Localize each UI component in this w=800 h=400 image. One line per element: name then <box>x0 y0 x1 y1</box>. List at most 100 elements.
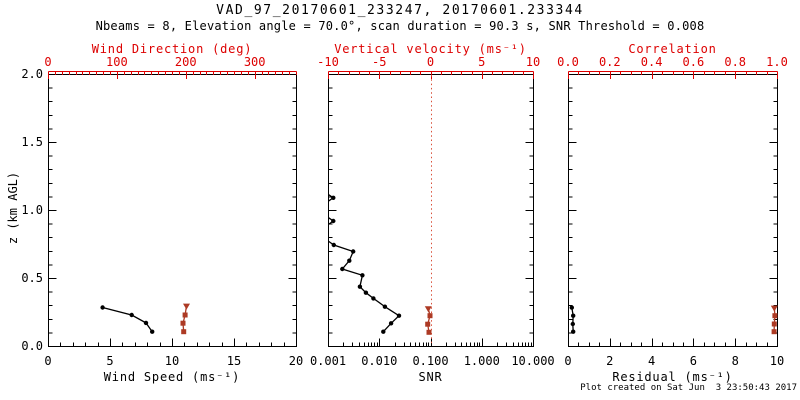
top-axis-tick-labels: 0.0 0.2 0.4 0.6 0.8 1.0 <box>557 55 788 69</box>
top-tick-label: 300 <box>244 55 266 69</box>
wind-speed-profile <box>100 305 155 334</box>
wind-direction-profile-line <box>182 305 188 332</box>
y-axis-ticks <box>48 74 297 347</box>
top-tick-label: 10 <box>526 55 540 69</box>
bottom-tick-label: 10 <box>165 354 179 368</box>
bottom-tick-label: 10 <box>770 354 784 368</box>
data-point-marker <box>360 273 365 278</box>
top-tick-label: 0.0 <box>557 55 579 69</box>
data-point-marker <box>180 320 186 326</box>
data-point-marker <box>181 329 187 335</box>
data-point-marker <box>331 195 336 200</box>
bottom-axis-ticks <box>568 338 778 347</box>
data-point-marker <box>129 312 134 318</box>
correlation-profile-line <box>773 307 776 332</box>
top-tick-label: 5 <box>478 55 485 69</box>
bottom-tick-label: 15 <box>227 354 241 368</box>
top-tick-label: 0.4 <box>641 55 663 69</box>
top-tick-label: -10 <box>317 55 339 69</box>
bottom-tick-label: 0.010 <box>361 354 397 368</box>
wind-direction-profile <box>180 303 190 335</box>
data-point-marker <box>426 329 432 335</box>
top-axis-tick-labels: -10 -5 0 5 10 <box>317 55 540 69</box>
data-point-marker <box>381 329 386 334</box>
data-point-marker <box>143 320 149 326</box>
plot-credit: Plot created on Sat Jun 3 23:50:43 2017 <box>580 383 797 393</box>
plot-subtitle: Nbeams = 8, Elevation angle = 70.0°, sca… <box>95 19 705 33</box>
data-point-marker <box>388 321 394 326</box>
bottom-tick-label: 4 <box>648 354 655 368</box>
top-tick-label: 0.8 <box>724 55 746 69</box>
top-tick-label: 0 <box>44 55 51 69</box>
data-point-marker <box>331 218 336 224</box>
y-tick-label: 1.5 <box>21 135 43 149</box>
residual-panel: 0 2 4 6 8 10 0.0 0.2 0.4 0.6 0.8 1.0 Residual (ms⁻¹)… <box>21 42 788 384</box>
data-point-marker <box>772 313 778 319</box>
data-point-marker <box>770 305 778 312</box>
top-axis-title: Vertical velocity (ms⁻¹) <box>334 42 527 56</box>
data-point-marker <box>351 249 356 254</box>
top-axis-title: Wind Direction (deg) <box>92 42 253 56</box>
bottom-tick-label: 10.000 <box>511 354 554 368</box>
data-point-marker <box>347 258 352 263</box>
y-tick-label: 2.0 <box>21 67 43 81</box>
bottom-axis-tick-labels: 0 2 4 6 8 10 <box>564 354 784 368</box>
data-point-marker <box>183 303 190 310</box>
data-point-marker <box>569 305 574 310</box>
data-point-marker <box>357 284 363 289</box>
bottom-tick-label: 2 <box>606 354 613 368</box>
data-point-marker <box>424 306 432 313</box>
residual-profile-line <box>571 307 574 332</box>
bottom-axis-ticks <box>328 338 534 347</box>
panel-box <box>568 71 778 347</box>
bottom-tick-label: 0.100 <box>412 354 448 368</box>
page-title: VAD_97_20170601_233247, 20170601.233344 <box>216 3 584 18</box>
bottom-tick-label: 5 <box>106 354 113 368</box>
residual-profile <box>569 305 576 334</box>
data-point-marker <box>150 329 155 334</box>
bottom-tick-label: 0 <box>564 354 571 368</box>
data-point-marker <box>571 329 576 334</box>
snr-panel: 0.001 0.010 0.100 1.000 10.000-10 -5 0 5 10SNRVe… <box>21 42 788 384</box>
y-tick-label: 0.5 <box>21 271 43 285</box>
bottom-tick-label: 8 <box>732 354 739 368</box>
top-axis-tick-labels: 0 100 200 300 <box>44 55 265 69</box>
panel-box <box>48 71 297 347</box>
top-axis-title: Correlation <box>628 42 716 56</box>
panel-box <box>328 71 534 347</box>
bottom-tick-label: 20 <box>289 354 303 368</box>
y-tick-label: 0.0 <box>21 339 43 353</box>
data-point-marker <box>570 321 575 327</box>
top-tick-label: 200 <box>175 55 197 69</box>
correlation-profile <box>770 305 778 335</box>
wind-speed-profile-line <box>102 306 153 333</box>
y-axis-ticks <box>568 74 778 347</box>
top-axis-ticks <box>568 71 778 79</box>
top-tick-label: 0.6 <box>683 55 705 69</box>
vertical-velocity-profile-line <box>427 308 431 333</box>
data-point-marker <box>571 313 576 318</box>
data-point-marker <box>331 242 336 248</box>
top-tick-label: 0.2 <box>599 55 621 69</box>
top-tick-label: 1.0 <box>766 55 788 69</box>
data-point-marker <box>363 290 369 295</box>
bottom-axis-tick-labels: 0 5 10 15 20 <box>44 354 303 368</box>
top-axis-ticks <box>48 71 297 79</box>
bottom-axis-tick-labels: 0.001 0.010 0.100 1.000 10.000 <box>310 354 555 368</box>
y-axis-tick-labels: 0.0 0.5 1.0 1.5 2.0 <box>21 67 43 353</box>
bottom-tick-label: 0 <box>44 354 51 368</box>
data-point-marker <box>771 321 777 327</box>
data-point-marker <box>371 296 376 301</box>
bottom-tick-label: 1.000 <box>464 354 500 368</box>
top-tick-label: 0 <box>427 55 434 69</box>
bottom-axis-title: Residual (ms⁻¹) <box>612 370 732 384</box>
data-point-marker <box>427 313 433 319</box>
bottom-tick-label: 0.001 <box>310 354 346 368</box>
data-point-marker <box>182 312 188 318</box>
data-point-marker <box>382 304 388 309</box>
data-point-marker <box>100 305 105 310</box>
bottom-tick-label: 6 <box>690 354 697 368</box>
